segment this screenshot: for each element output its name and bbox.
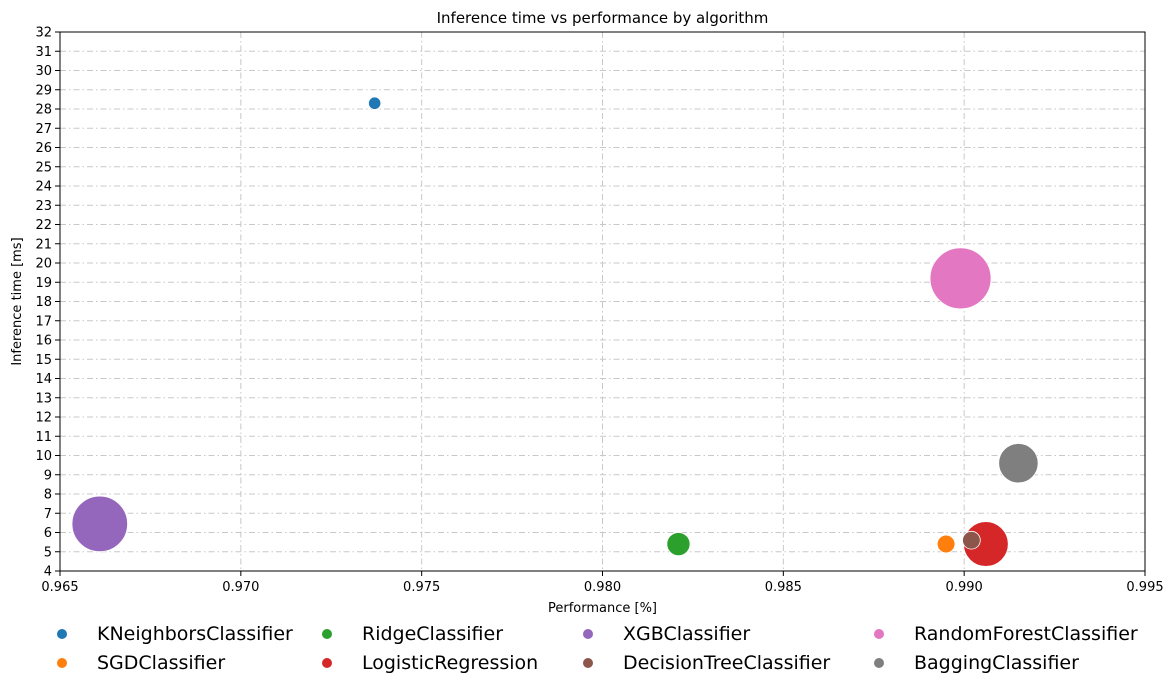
y-tick-label: 25 [35,160,52,175]
y-tick-label: 14 [35,372,52,387]
legend-marker [322,629,332,639]
y-tick-label: 18 [35,295,52,310]
legend: KNeighborsClassifier RidgeClassifier XGBCl… [57,623,1138,674]
y-tick-label: 7 [44,507,52,522]
legend-label: RidgeClassifier [362,623,503,645]
legend-marker [583,629,593,639]
x-tick-label: 0.980 [584,580,621,595]
legend-marker [57,658,67,668]
legend-label: KNeighborsClassifier [97,623,293,645]
grid [59,31,1146,572]
data-point-ridgeclassifier [666,532,691,557]
y-tick-label: 23 [35,199,52,214]
data-point-xgbclassifier [71,495,128,553]
data-point-decisiontreeclassifier [962,530,981,550]
y-tick-label: 13 [35,391,52,406]
data-point-randomforestclassifier [929,247,992,310]
y-tick-label: 12 [35,411,52,426]
y-tick-label: 29 [35,83,52,98]
x-tick-label: 0.965 [41,580,78,595]
y-tick-label: 26 [35,141,52,156]
y-tick-label: 4 [44,565,52,580]
data-point-kneighborsclassifier [368,96,382,110]
y-tick-label: 5 [44,545,52,560]
y-tick-label: 22 [35,218,52,233]
data-point-sgdclassifier [936,534,956,554]
legend-marker [874,658,884,668]
data-point-baggingclassifier [998,443,1039,484]
y-tick-label: 28 [35,103,52,118]
y-tick-label: 32 [35,26,52,41]
axis-ticks: 0.965 0.970 0.975 0.980 0.985 0.990 0.995 4 5 6 7 8… [35,26,1163,596]
legend-label: LogisticRegression [362,652,538,674]
y-tick-label: 8 [44,488,52,503]
y-tick-label: 21 [35,237,52,252]
y-tick-label: 9 [44,468,52,483]
x-tick-label: 0.995 [1126,580,1163,595]
y-tick-label: 16 [35,334,52,349]
y-tick-label: 11 [35,430,52,445]
legend-marker [583,658,593,668]
x-axis-label: Performance [%] [548,601,657,616]
x-tick-label: 0.975 [403,580,440,595]
chart-title: Inference time vs performance by algorit… [437,9,769,27]
x-tick-label: 0.985 [765,580,802,595]
legend-marker [322,658,332,668]
x-tick-label: 0.970 [222,580,259,595]
data-points [71,96,1039,567]
legend-marker [57,629,67,639]
legend-label: BaggingClassifier [914,652,1079,674]
y-tick-label: 10 [35,449,52,464]
legend-label: RandomForestClassifier [914,623,1138,645]
legend-label: XGBClassifier [623,623,750,645]
x-tick-label: 0.990 [946,580,983,595]
legend-label: DecisionTreeClassifier [623,652,830,674]
y-tick-label: 20 [35,257,52,272]
y-tick-label: 15 [35,353,52,368]
y-tick-label: 30 [35,64,52,79]
y-tick-label: 17 [35,314,52,329]
y-tick-label: 19 [35,276,52,291]
y-axis-label: Inference time [ms] [10,237,25,365]
y-tick-label: 6 [44,526,52,541]
y-tick-label: 31 [35,45,52,60]
y-tick-label: 27 [35,122,52,137]
y-tick-label: 24 [35,180,52,195]
legend-label: SGDClassifier [97,652,225,674]
legend-marker [874,629,884,639]
